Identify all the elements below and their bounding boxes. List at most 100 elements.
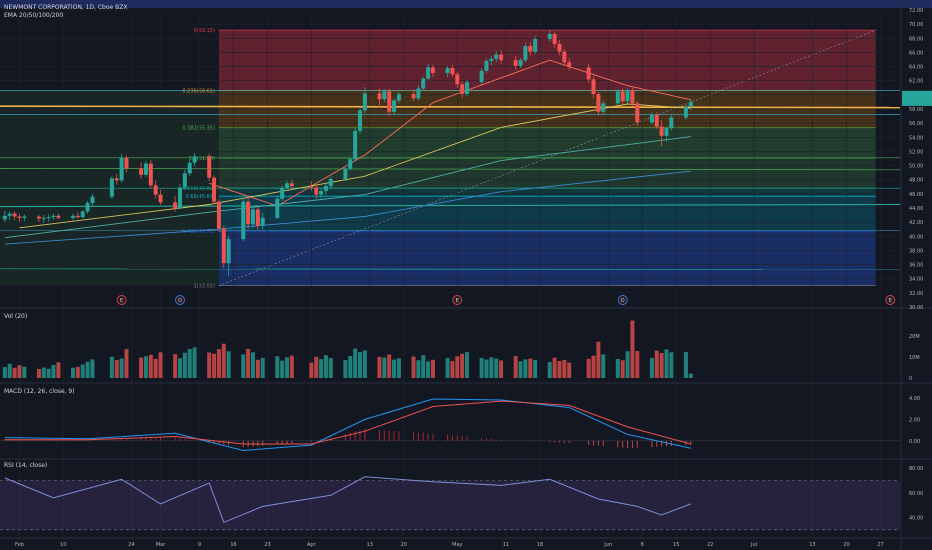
candle-body xyxy=(85,203,90,212)
fib-level-label: 0(69.15) xyxy=(194,28,215,34)
price-tick-label: 56.00 xyxy=(909,121,923,127)
macd-tick-label: 0.00 xyxy=(909,439,920,445)
fib-level-label: 0.5(51.08) xyxy=(189,156,215,162)
volume-bar xyxy=(114,360,119,378)
candle-body xyxy=(41,217,46,219)
fib-level-label: 0.382(55.35) xyxy=(182,126,215,132)
fib-zone-2 xyxy=(218,127,876,158)
volume-bar xyxy=(615,358,620,378)
volume-bar xyxy=(362,350,367,378)
candle-body xyxy=(348,159,353,169)
candle-body xyxy=(562,51,567,63)
event-marker-e[interactable] xyxy=(885,295,896,305)
candle-body xyxy=(178,187,182,209)
event-marker-e[interactable] xyxy=(116,295,127,305)
volume-bar xyxy=(323,355,328,378)
candle-body xyxy=(173,202,178,209)
candle-body xyxy=(212,177,217,202)
candle-body xyxy=(7,213,12,216)
volume-bar xyxy=(343,360,348,378)
candle-body xyxy=(649,114,654,123)
ema-line-3 xyxy=(4,136,691,239)
candle-body xyxy=(416,88,421,99)
candle-body xyxy=(56,215,61,218)
price-tick-label: 34.00 xyxy=(909,277,923,283)
candle-body xyxy=(358,110,362,131)
candle-body xyxy=(528,46,533,52)
volume-bar xyxy=(207,352,212,378)
last-price-tag xyxy=(902,97,932,106)
candle-body xyxy=(591,79,596,95)
volume-bar xyxy=(659,352,664,378)
fib-level-label: 0.786(40.75) xyxy=(182,229,215,235)
volume-bar xyxy=(109,356,114,378)
candle-body xyxy=(552,34,557,44)
candle-body xyxy=(445,67,450,73)
candle-body xyxy=(90,196,95,204)
volume-bar xyxy=(46,368,51,378)
fib-zone-4 xyxy=(218,188,876,197)
fib-zone-6 xyxy=(218,230,876,286)
volume-bar xyxy=(246,348,251,378)
event-marker-e[interactable] xyxy=(452,295,463,305)
candle-body xyxy=(460,84,465,95)
level-line-0 xyxy=(0,105,901,109)
candle-body xyxy=(615,91,620,104)
candle-body xyxy=(275,198,280,218)
volume-bar xyxy=(36,369,41,378)
time-tick-label: 24 xyxy=(128,542,134,548)
volume-bar xyxy=(153,358,158,378)
candle-body xyxy=(625,89,630,102)
volume-bars xyxy=(2,320,693,378)
volume-bar xyxy=(158,352,163,378)
rsi-tick-label: 80.00 xyxy=(909,466,923,472)
event-marker-d[interactable] xyxy=(175,295,185,305)
candle-body xyxy=(246,201,251,225)
candle-body xyxy=(489,58,494,61)
volume-bar xyxy=(192,347,197,378)
volume-bar xyxy=(216,349,221,378)
volume-label: Vol (20) xyxy=(4,313,27,320)
ema-lines xyxy=(4,59,691,245)
event-marker-label: E xyxy=(120,298,123,304)
volume-bar xyxy=(85,361,90,378)
event-marker-d[interactable] xyxy=(617,295,628,305)
candle-body xyxy=(683,106,688,118)
rsi-label: RSI (14, close) xyxy=(4,462,47,469)
candle-body xyxy=(494,54,499,59)
candle-body xyxy=(547,34,552,39)
time-tick-label: Jun xyxy=(603,542,612,548)
time-tick-label: 27 xyxy=(877,542,883,548)
time-tick-label: Apr xyxy=(307,542,317,548)
volume-bar xyxy=(499,360,504,378)
rsi-tick-label: 60.00 xyxy=(909,491,923,497)
candle-body xyxy=(226,239,231,264)
candlesticks xyxy=(2,29,693,276)
candle-body xyxy=(450,67,455,75)
volume-bar xyxy=(450,361,455,378)
price-tick-label: 46.00 xyxy=(909,192,923,198)
macd-tick-label: 2.00 xyxy=(909,417,920,423)
volume-bar xyxy=(387,354,392,378)
candle-body xyxy=(353,130,358,160)
candle-body xyxy=(382,91,387,100)
volume-bar xyxy=(226,351,231,378)
level-line-8 xyxy=(0,268,901,270)
price-tick-label: 36.00 xyxy=(909,263,923,269)
rsi-band xyxy=(0,480,900,530)
candle-body xyxy=(319,191,324,195)
time-tick-label: 9 xyxy=(198,542,201,548)
candle-body xyxy=(80,211,85,218)
candle-body xyxy=(114,178,119,181)
volume-bar xyxy=(328,358,333,378)
price-tick-label: 72.00 xyxy=(909,8,923,14)
candle-body xyxy=(158,194,163,203)
candle-body xyxy=(124,157,129,169)
candle-body xyxy=(75,215,80,218)
volume-bar xyxy=(309,362,314,378)
volume-bar xyxy=(124,349,129,378)
volume-bar xyxy=(479,357,484,378)
volume-bar xyxy=(17,365,22,378)
